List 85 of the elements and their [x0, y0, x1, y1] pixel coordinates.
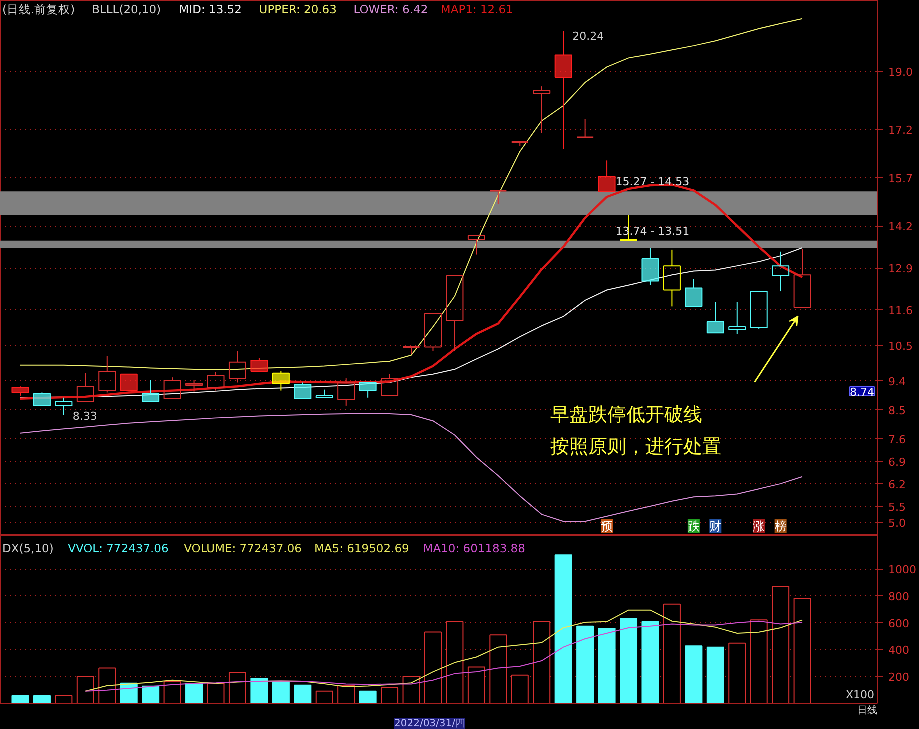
bar	[359, 690, 377, 704]
text: LOWER: 6.42	[354, 2, 428, 16]
bar	[685, 646, 703, 704]
bar	[446, 621, 464, 704]
bar	[12, 695, 30, 704]
candlestick	[772, 251, 790, 292]
text: 日线	[858, 704, 878, 716]
text: MA10: 601183.88	[423, 542, 526, 556]
y-tick-label: 6.9	[888, 456, 906, 469]
bar	[120, 682, 138, 704]
bar	[772, 586, 790, 704]
y-tick-label: 400	[888, 644, 910, 658]
bar	[55, 695, 73, 704]
bar	[468, 666, 486, 704]
annotation: 8.33	[72, 410, 98, 423]
y-tick-label: 17.2	[888, 124, 913, 137]
text: MID: 13.52	[179, 2, 242, 16]
bar	[402, 676, 420, 704]
text: VVOL: 772437.06	[68, 542, 169, 556]
candlestick	[55, 397, 73, 416]
y-tick-label: 11.6	[888, 304, 913, 318]
text: UPPER: 20.63	[259, 2, 337, 16]
bar	[228, 672, 246, 704]
text: X100	[846, 688, 874, 702]
y-tick-label: 15.7	[888, 172, 913, 186]
text: 8.74	[850, 386, 875, 399]
bar	[750, 620, 768, 704]
y-tick-label: 8.5	[888, 404, 906, 418]
bar	[207, 683, 225, 704]
bar	[272, 681, 290, 704]
y-tick-label: 10.5	[888, 340, 913, 353]
bar	[98, 668, 116, 704]
y-tick-label: 5.0	[888, 517, 906, 530]
y-tick-label: 12.9	[888, 262, 913, 276]
bar	[598, 628, 616, 704]
candlestick	[663, 249, 681, 308]
bar	[663, 604, 681, 704]
bar	[706, 646, 724, 704]
chart-title: (日线.前复权)	[2, 2, 76, 16]
bar	[620, 618, 638, 704]
bar	[533, 621, 551, 704]
annotation: 榜	[774, 520, 787, 534]
annotation: VOLUME: 772437.06	[184, 542, 302, 556]
candlestick	[554, 30, 572, 150]
bar	[186, 683, 204, 704]
bar	[294, 684, 312, 704]
y-tick-label: 9.4	[888, 375, 906, 388]
text: MAP1: 12.61	[440, 2, 514, 16]
bar	[511, 674, 529, 704]
y-tick-label: 5.5	[888, 500, 906, 514]
y-tick-label: 19.0	[888, 66, 913, 79]
bar	[381, 688, 399, 704]
annotation: 跌	[688, 520, 700, 534]
bar	[554, 554, 572, 704]
bar	[642, 621, 660, 704]
annotation: 按照原则，进行处置	[550, 436, 722, 458]
bar	[794, 598, 812, 704]
text: MA5: 619502.69	[314, 542, 410, 556]
y-tick-label: 14.2	[888, 220, 913, 234]
candlestick	[642, 248, 660, 286]
y-tick-label: 800	[888, 590, 910, 604]
annotation: BLLL(20,10)	[92, 2, 162, 16]
annotation: 预	[601, 520, 614, 534]
annotation: 涨	[753, 520, 766, 534]
bar	[164, 681, 182, 704]
bar	[576, 626, 594, 704]
y-tick-label: 1000	[888, 564, 916, 577]
annotation: 财	[710, 520, 722, 534]
y-tick-label: 200	[888, 671, 910, 684]
y-tick-label: 6.2	[888, 478, 906, 492]
bar	[490, 634, 508, 704]
bar	[316, 690, 334, 704]
y-tick-label: 600	[888, 617, 910, 630]
y-tick-label: 7.6	[888, 433, 906, 446]
bar	[142, 686, 160, 704]
bar	[424, 632, 442, 704]
bar	[33, 695, 51, 704]
bar	[76, 676, 94, 704]
text: 2022/03/31/四	[394, 718, 466, 729]
bar	[728, 642, 746, 704]
bar	[338, 685, 356, 704]
annotation: DX(5,10)	[2, 542, 54, 556]
bar	[250, 678, 268, 704]
annotation: 早盘跌停低开破线	[550, 404, 703, 426]
annotation: 20.24	[572, 30, 604, 43]
